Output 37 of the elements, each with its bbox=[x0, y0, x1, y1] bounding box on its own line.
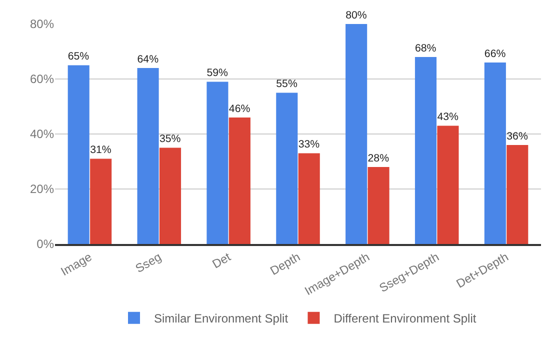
data-label: 43% bbox=[437, 111, 460, 124]
data-label: 59% bbox=[206, 67, 229, 80]
data-label: 33% bbox=[298, 138, 320, 151]
data-label: 36% bbox=[506, 130, 528, 142]
y-tick-label: 80% bbox=[30, 17, 54, 32]
bar bbox=[276, 92, 298, 244]
data-label: 65% bbox=[68, 50, 90, 63]
y-tick-label: 20% bbox=[30, 182, 54, 196]
bar bbox=[137, 68, 159, 244]
bar bbox=[437, 126, 459, 244]
bar bbox=[298, 153, 320, 244]
bar bbox=[506, 145, 528, 244]
bar bbox=[346, 24, 368, 244]
y-tick-label: 60% bbox=[30, 72, 54, 86]
legend-label: Similar Environment Split bbox=[154, 312, 289, 326]
bar bbox=[159, 148, 182, 244]
data-label: 68% bbox=[414, 42, 437, 54]
bar bbox=[414, 57, 437, 244]
legend-label: Different Environment Split bbox=[334, 312, 477, 326]
y-tick-label: 0% bbox=[36, 237, 54, 252]
data-label: 31% bbox=[90, 144, 112, 156]
bar bbox=[228, 118, 250, 244]
data-label: 35% bbox=[160, 133, 182, 146]
bar bbox=[68, 65, 90, 244]
bar bbox=[90, 158, 112, 244]
data-label: 66% bbox=[484, 48, 506, 60]
data-label: 80% bbox=[346, 9, 368, 22]
y-tick-label: 40% bbox=[30, 127, 54, 142]
data-label: 28% bbox=[368, 152, 390, 164]
data-label: 64% bbox=[137, 53, 160, 66]
data-label: 46% bbox=[228, 102, 251, 115]
x-tick-label: Det bbox=[210, 249, 234, 272]
data-label: 55% bbox=[276, 78, 298, 90]
x-tick-label: Sseg bbox=[132, 250, 164, 276]
bar bbox=[206, 82, 228, 244]
bar bbox=[484, 62, 506, 244]
bar bbox=[368, 167, 390, 244]
